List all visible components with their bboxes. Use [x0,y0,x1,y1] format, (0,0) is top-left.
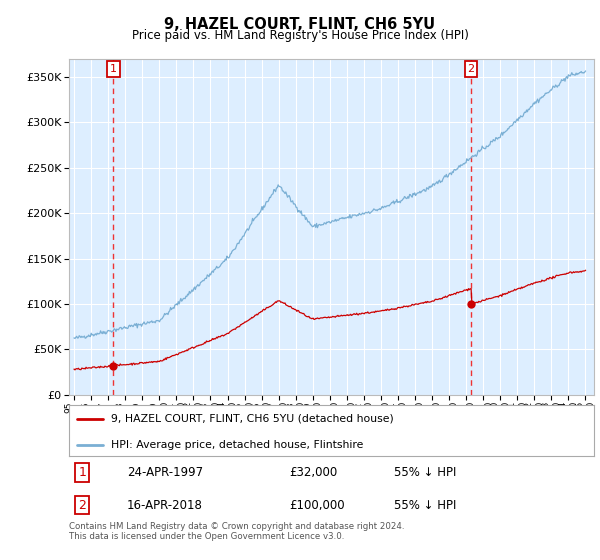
Text: 9, HAZEL COURT, FLINT, CH6 5YU (detached house): 9, HAZEL COURT, FLINT, CH6 5YU (detached… [111,414,394,424]
Text: 24-APR-1997: 24-APR-1997 [127,466,203,479]
Text: Contains HM Land Registry data © Crown copyright and database right 2024.
This d: Contains HM Land Registry data © Crown c… [69,522,404,542]
Text: £100,000: £100,000 [290,498,345,512]
Text: 2: 2 [467,64,475,74]
Text: Price paid vs. HM Land Registry's House Price Index (HPI): Price paid vs. HM Land Registry's House … [131,29,469,42]
Text: 16-APR-2018: 16-APR-2018 [127,498,203,512]
Text: 1: 1 [110,64,117,74]
Text: 55% ↓ HPI: 55% ↓ HPI [395,498,457,512]
Text: 9, HAZEL COURT, FLINT, CH6 5YU: 9, HAZEL COURT, FLINT, CH6 5YU [164,17,436,32]
Text: 1: 1 [78,466,86,479]
Text: 55% ↓ HPI: 55% ↓ HPI [395,466,457,479]
Text: HPI: Average price, detached house, Flintshire: HPI: Average price, detached house, Flin… [111,440,364,450]
Text: 2: 2 [78,498,86,512]
Text: £32,000: £32,000 [290,466,338,479]
